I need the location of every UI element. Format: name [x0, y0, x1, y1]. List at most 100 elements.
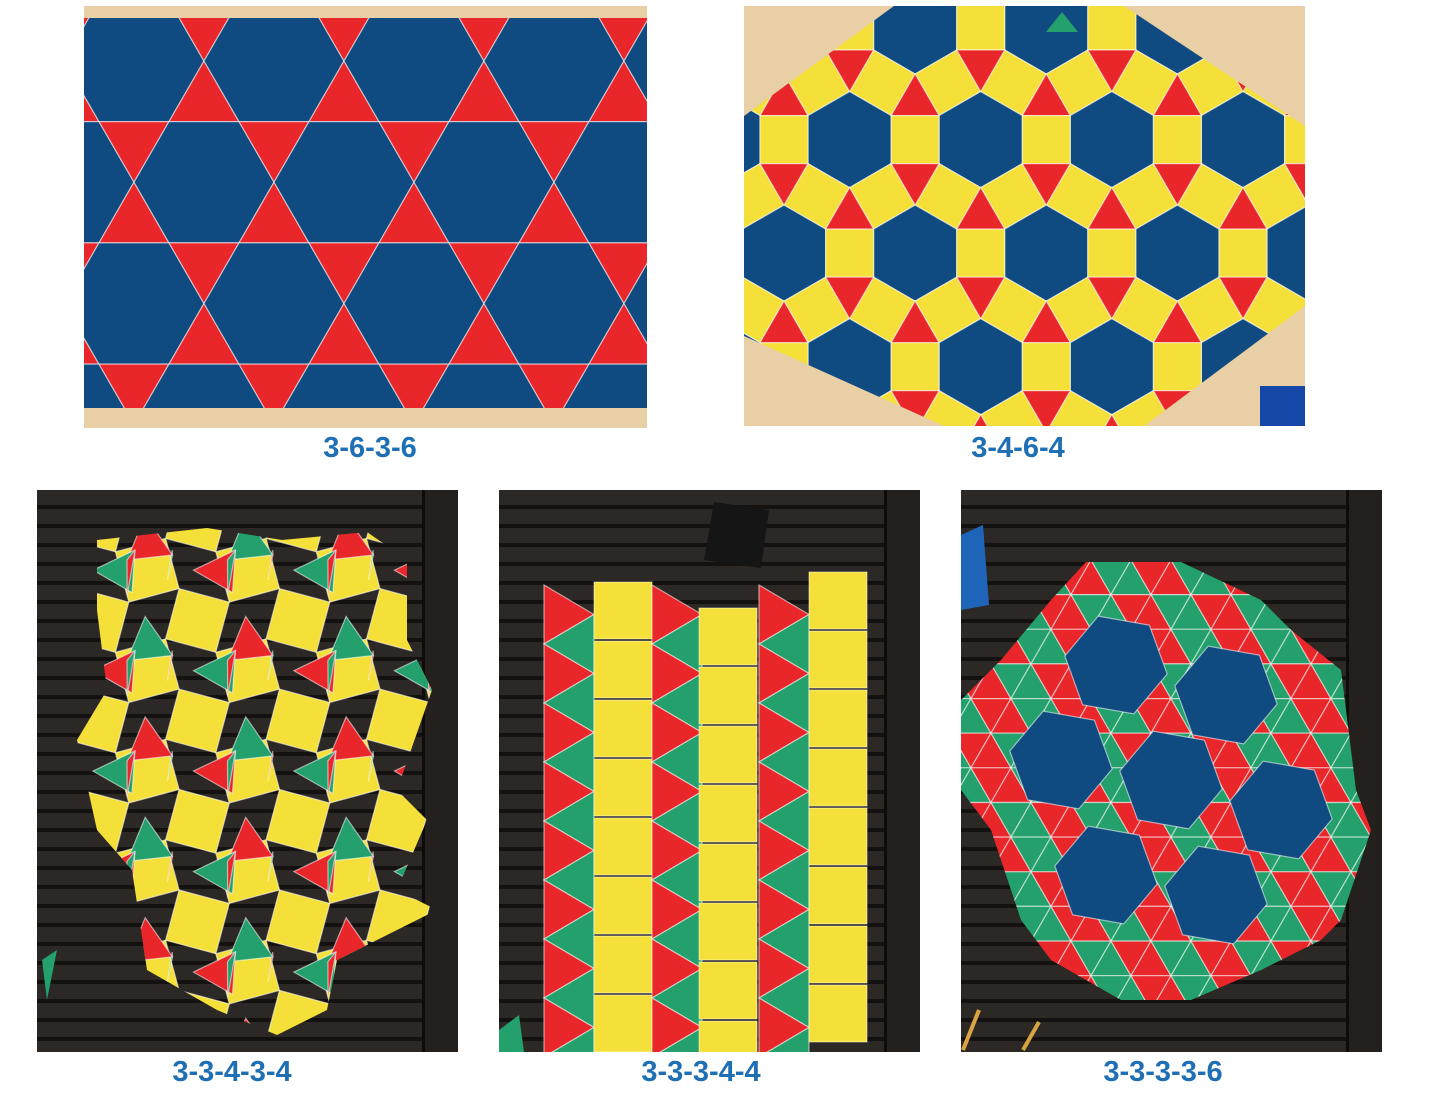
square-tile [808, 748, 868, 807]
triangle-tile [192, 749, 237, 795]
triangle-tile [1217, 276, 1269, 320]
triangle-tile [126, 528, 174, 561]
square-tile [1218, 228, 1268, 278]
triangle-tile [551, 1026, 595, 1052]
triangle-tile [1104, 413, 1120, 426]
caption-3-3-4-3-4: 3-3-4-3-4 [172, 1056, 292, 1088]
loose-green-triangle [1046, 12, 1078, 32]
caption-3-3-3-3-6: 3-3-3-3-6 [1103, 1056, 1223, 1088]
square-tile [824, 228, 875, 278]
tiling-3-3-3-3-6 [961, 490, 1382, 1052]
square-tile [593, 699, 653, 758]
square-tile [593, 758, 653, 817]
square-tile [956, 6, 1006, 51]
triangle-tile [326, 615, 375, 662]
triangle-tile [367, 751, 375, 782]
square-tile [698, 725, 758, 784]
square-tile [265, 688, 331, 754]
square-tile [808, 689, 868, 748]
square-tile [808, 866, 868, 925]
triangle-tile [955, 276, 1006, 320]
hexagon-tile [1009, 710, 1113, 810]
triangle-tile [267, 952, 274, 982]
triangle-tile [1086, 276, 1137, 320]
triangle-tile [166, 952, 174, 982]
square-tile [164, 587, 231, 654]
square-tile [808, 630, 868, 689]
triangle-tile [126, 715, 174, 762]
triangle-tile [1152, 163, 1203, 207]
triangle-tile [1283, 163, 1305, 201]
triangle-tile [292, 850, 337, 895]
square-tile [808, 807, 868, 866]
caption-3-4-6-4: 3-4-6-4 [971, 432, 1065, 464]
triangle-tile [367, 550, 375, 581]
photo-3-3-3-3-6 [961, 490, 1382, 1052]
triangle-tile [292, 749, 337, 795]
square-tile [698, 666, 758, 725]
triangle-tile [1021, 163, 1072, 207]
triangle-tile [192, 549, 237, 594]
triangle-tile [192, 649, 237, 694]
square-tile [698, 902, 758, 961]
triangle-tile [226, 650, 237, 696]
square-tile [1087, 6, 1137, 51]
triangle-tile [226, 549, 237, 596]
triangle-tile [84, 242, 101, 271]
hexagon-tile [1064, 615, 1168, 715]
triangle-tile [226, 750, 237, 797]
triangle-tile [166, 851, 174, 882]
triangle-tile [226, 715, 274, 762]
square-tile [265, 587, 331, 654]
triangle-tile [659, 1026, 703, 1052]
tiling-3-3-4-3-4 [37, 490, 458, 1052]
square-tile [890, 114, 940, 165]
pencil [961, 1009, 981, 1051]
triangle-tile [327, 650, 337, 696]
triangle-tile [166, 550, 174, 581]
square-tile [808, 571, 868, 630]
hexagon-tile [1164, 845, 1268, 945]
triangle-tile [226, 916, 274, 963]
triangle-tile [226, 851, 237, 897]
triangle-tile [226, 615, 274, 662]
square-tile [164, 688, 231, 754]
triangle-tile [955, 49, 1006, 93]
square-tile [1021, 342, 1071, 392]
triangle-tile [126, 650, 136, 696]
triangle-tile [166, 751, 174, 782]
square-tile [956, 228, 1006, 278]
square-tile [808, 925, 868, 984]
photo-3-6-3-6 [84, 6, 647, 428]
triangle-tile [766, 1026, 810, 1052]
loose-black-square [704, 502, 769, 568]
triangle-tile [126, 615, 174, 662]
square-tile [698, 784, 758, 843]
square-tile [593, 581, 653, 640]
square-tile [808, 984, 868, 1043]
triangle-tile [367, 650, 375, 681]
loose-blue-piece [961, 525, 989, 610]
square-tile [593, 640, 653, 699]
photo-3-3-3-4-4 [499, 490, 920, 1052]
square-tile [1021, 114, 1071, 165]
triangle-tile [226, 951, 237, 998]
triangle-tile [267, 851, 274, 882]
triangle-tile [326, 816, 375, 863]
square-tile [164, 788, 231, 854]
photo-3-4-6-4 [744, 6, 1305, 426]
hexagon-tile [1174, 645, 1278, 745]
tiling-3-4-6-4 [744, 6, 1305, 426]
triangle-tile [292, 549, 337, 594]
triangle-tile [327, 951, 337, 998]
triangle-tile [824, 49, 875, 93]
square-tile [1152, 342, 1202, 392]
triangle-tile [367, 851, 375, 882]
triangle-tile [292, 649, 337, 694]
hexagon-tile [623, 262, 647, 345]
square-tile [1152, 114, 1202, 165]
triangle-tile [192, 850, 237, 895]
triangle-tile [267, 650, 274, 681]
triangle-tile [91, 549, 136, 594]
square-tile [698, 961, 758, 1020]
